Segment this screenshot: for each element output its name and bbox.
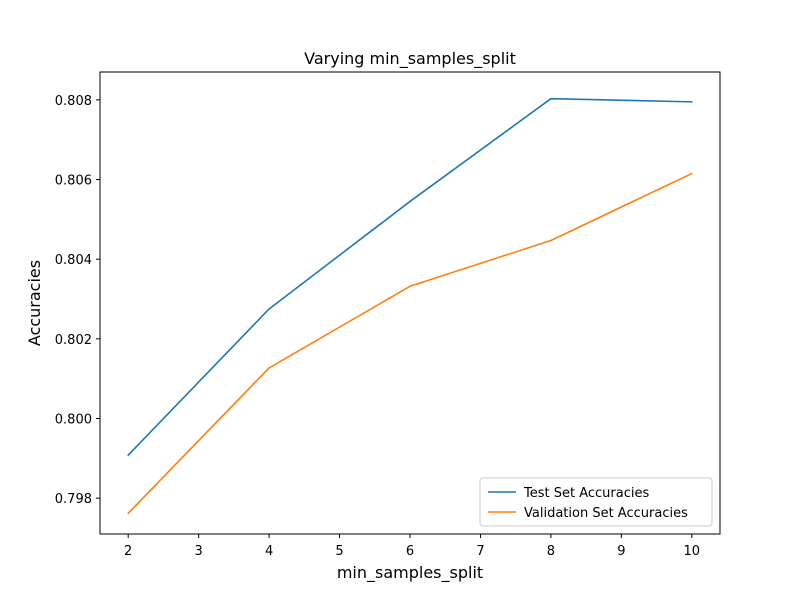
x-tick-label: 2 xyxy=(124,544,132,559)
data-point xyxy=(268,367,270,369)
y-tick-label: 0.804 xyxy=(55,253,92,268)
chart-title: Varying min_samples_split xyxy=(304,49,516,69)
plot-area: 2 3 4 5 6 7 8 9 10 0.798 0.800 0.802 0.804 0.806 0.808 xyxy=(55,94,700,559)
y-tick-label: 0.806 xyxy=(55,174,92,189)
x-tick-label: 4 xyxy=(265,544,273,559)
y-tick-label: 0.808 xyxy=(55,94,92,109)
data-point xyxy=(550,97,552,100)
legend-label: Validation Set Accuracies xyxy=(524,506,688,521)
legend-label: Test Set Accuracies xyxy=(523,486,649,501)
x-tick-label: 3 xyxy=(194,544,202,559)
x-tick-label: 5 xyxy=(335,544,343,559)
data-point xyxy=(409,200,411,203)
y-tick-label: 0.802 xyxy=(55,333,92,348)
y-axis-title: Accuracies xyxy=(25,260,44,346)
y-tick-label: 0.800 xyxy=(55,413,92,428)
data-point xyxy=(691,101,693,103)
axes-frame xyxy=(99,71,721,535)
data-point xyxy=(127,454,129,456)
y-tick-label: 0.798 xyxy=(55,492,92,507)
x-tick-label: 7 xyxy=(476,544,484,559)
data-point xyxy=(691,172,693,175)
data-point xyxy=(268,308,270,310)
x-tick-label: 8 xyxy=(547,544,555,559)
x-tick-label: 9 xyxy=(617,544,625,559)
legend: Test Set Accuracies Validation Set Accura… xyxy=(479,477,713,527)
x-tick-label: 6 xyxy=(406,544,414,559)
data-point xyxy=(550,239,552,242)
x-axis-title: min_samples_split xyxy=(337,563,483,583)
x-tick-label: 10 xyxy=(684,544,701,559)
data-point xyxy=(409,285,411,288)
legend-box xyxy=(479,477,713,527)
data-point xyxy=(127,512,129,515)
